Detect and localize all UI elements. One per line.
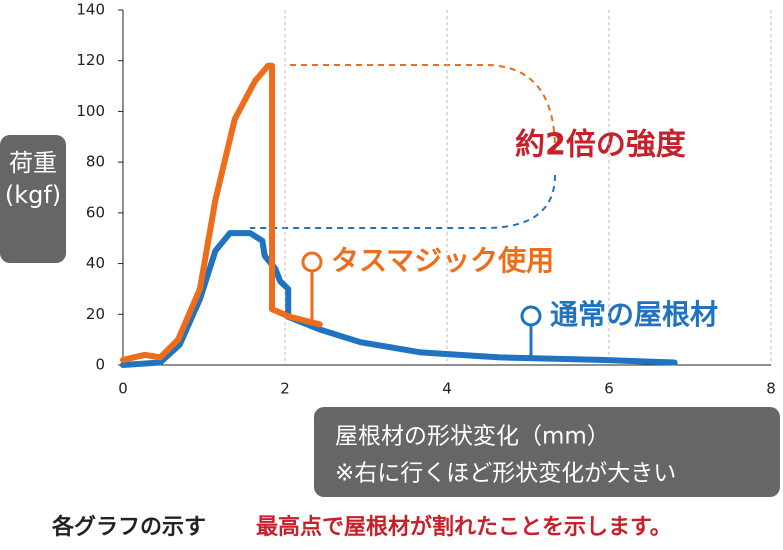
- annotation: 約2倍の強度: [515, 128, 686, 163]
- x-tick-label: 6: [604, 380, 614, 398]
- footer: 各グラフの示す: [51, 514, 206, 540]
- y-tick-label: 100: [76, 102, 105, 120]
- legend-label: 通常の屋根材: [550, 298, 718, 331]
- series-line: [120, 62, 323, 363]
- pin: [301, 251, 323, 273]
- x-label: 屋根材の形状変化（mm）: [335, 424, 610, 450]
- pin: [520, 305, 542, 327]
- legend-label: タスマジック使用: [331, 244, 554, 277]
- x-label-box: [314, 407, 780, 497]
- y-tick-label: 60: [86, 203, 105, 221]
- x-tick-label: 4: [442, 380, 452, 398]
- y-tick-label: 0: [95, 356, 105, 374]
- y-label: (kgf): [5, 181, 61, 209]
- y-tick-label: 20: [86, 305, 105, 323]
- series-line: [120, 230, 678, 368]
- y-tick-label: 120: [76, 51, 105, 69]
- y-label-box: [0, 135, 66, 263]
- annotation-line: [290, 64, 556, 151]
- x-tick-label: 0: [118, 380, 128, 398]
- x-tick-label: 8: [766, 380, 776, 398]
- footer: 最高点で屋根材が割れたことを示します。: [256, 514, 672, 540]
- x-tick-label: 2: [280, 380, 290, 398]
- x-label: ※右に行くほど形状変化が大きい: [335, 461, 676, 487]
- y-tick-label: 80: [86, 153, 105, 171]
- annotation-line: [250, 174, 556, 229]
- y-tick-label: 140: [76, 1, 105, 19]
- y-tick-label: 40: [86, 254, 105, 272]
- y-label: 荷重: [9, 149, 57, 177]
